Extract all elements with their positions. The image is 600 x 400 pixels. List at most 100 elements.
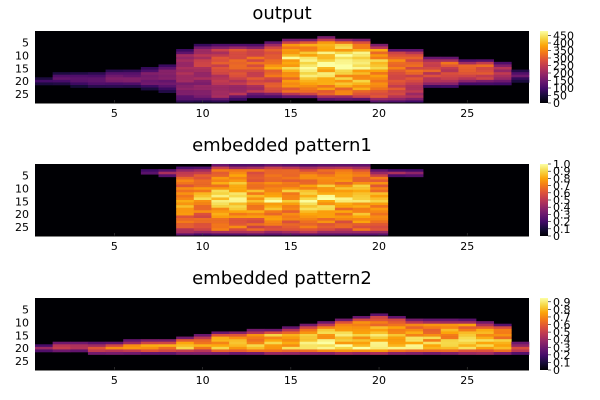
heatmap-cell <box>193 220 212 224</box>
heatmap-cell <box>246 202 265 206</box>
heatmap-cell <box>440 79 459 83</box>
heatmap-cell <box>264 87 283 91</box>
heatmap-cell <box>317 228 336 232</box>
heatmap-cell <box>440 56 459 60</box>
heatmap-cell <box>317 326 336 330</box>
heatmap-cell <box>440 344 459 348</box>
heatmap-cell <box>405 331 424 335</box>
heatmap-cell <box>423 328 442 332</box>
x-tick-label: 5 <box>111 374 118 387</box>
heatmap-cell <box>264 192 283 196</box>
heatmap-cell <box>176 215 195 219</box>
heatmap-cell <box>229 85 248 88</box>
heatmap-cell <box>193 90 212 94</box>
heatmap-cell <box>140 82 159 86</box>
heatmap-cell <box>176 346 195 350</box>
heatmap-cell <box>211 205 230 209</box>
x-tick-label: 25 <box>460 107 474 120</box>
heatmap-cell <box>211 100 230 104</box>
heatmap-cell <box>405 82 424 86</box>
heatmap-cell <box>176 166 195 170</box>
heatmap-cell <box>246 56 265 60</box>
heatmap-cell <box>334 164 353 167</box>
heatmap-cell <box>317 352 336 355</box>
heatmap-cell <box>176 230 195 234</box>
heatmap-cell <box>158 69 177 73</box>
heatmap-cell <box>176 72 195 76</box>
heatmap-cell <box>440 339 459 343</box>
heatmap-cell <box>70 82 89 86</box>
heatmap-cell <box>370 225 389 229</box>
heatmap-cell <box>229 339 248 343</box>
heatmap-cell <box>387 336 406 340</box>
heatmap-cell <box>299 352 318 355</box>
heatmap-cell <box>193 352 212 355</box>
heatmap-cell <box>87 349 106 353</box>
heatmap-cell <box>370 346 389 350</box>
heatmap-cell <box>176 67 195 70</box>
heatmap-cell <box>246 220 265 224</box>
heatmap-cell <box>229 166 248 170</box>
heatmap-cell <box>317 218 336 221</box>
heatmap-cell <box>282 212 300 216</box>
heatmap-cell <box>458 331 477 335</box>
heatmap-cell <box>299 85 318 88</box>
heatmap-cell <box>52 77 71 81</box>
heatmap-cell <box>229 171 248 175</box>
heatmap-cell <box>440 72 459 76</box>
heatmap-cell <box>211 164 230 167</box>
heatmap-cell <box>458 352 477 355</box>
heatmap-cell <box>317 344 336 348</box>
heatmap-cell <box>229 210 248 214</box>
heatmap-cell <box>229 352 248 355</box>
heatmap-cell <box>282 38 300 42</box>
heatmap-cell <box>176 179 195 183</box>
heatmap-cell <box>334 205 353 209</box>
heatmap-cell <box>440 82 459 86</box>
heatmap-cell <box>370 228 389 232</box>
heatmap-cell <box>317 171 336 175</box>
heatmap-cell <box>334 220 353 224</box>
heatmap-cell <box>299 182 318 185</box>
heatmap-cell <box>211 176 230 180</box>
colorbar-tick-label: 250 <box>553 60 574 73</box>
heatmap-cell <box>229 200 248 203</box>
x-tick-label: 25 <box>460 374 474 387</box>
heatmap-cell <box>193 51 212 55</box>
heatmap-cell <box>193 59 212 63</box>
heatmap-cell <box>282 56 300 60</box>
heatmap-cell <box>70 346 89 350</box>
heatmap-cell <box>299 90 318 94</box>
heatmap-cell <box>405 346 424 350</box>
heatmap-cell <box>299 233 318 237</box>
heatmap-cell <box>334 233 353 237</box>
heatmap-cell <box>370 207 389 211</box>
colorbar <box>540 31 548 103</box>
heatmap-cell <box>193 61 212 65</box>
heatmap-cell <box>264 74 283 78</box>
heatmap-cell <box>405 67 424 70</box>
heatmap-cell <box>282 41 300 45</box>
heatmap-cell <box>229 212 248 216</box>
heatmap-cell <box>193 210 212 214</box>
colorbar-tick-label: 0.1 <box>553 223 571 236</box>
heatmap-cell <box>282 79 300 83</box>
x-tick-label: 20 <box>372 240 386 253</box>
heatmap-cell <box>440 341 459 345</box>
heatmap-cell <box>440 69 459 73</box>
heatmap-cell <box>140 72 159 76</box>
heatmap-cell <box>282 174 300 178</box>
heatmap-cell <box>282 67 300 70</box>
heatmap-cell <box>458 82 477 86</box>
heatmap-cell <box>334 321 353 325</box>
heatmap-cell <box>405 87 424 91</box>
heatmap-cell <box>387 318 406 322</box>
heatmap-cell <box>352 77 371 81</box>
heatmap-cell <box>334 336 353 340</box>
heatmap-cell <box>317 346 336 350</box>
heatmap-cell <box>140 77 159 81</box>
heatmap-cell <box>334 176 353 180</box>
panel-title: embedded pattern1 <box>192 135 372 156</box>
heatmap-cell <box>299 164 318 167</box>
heatmap-cell <box>334 49 353 52</box>
